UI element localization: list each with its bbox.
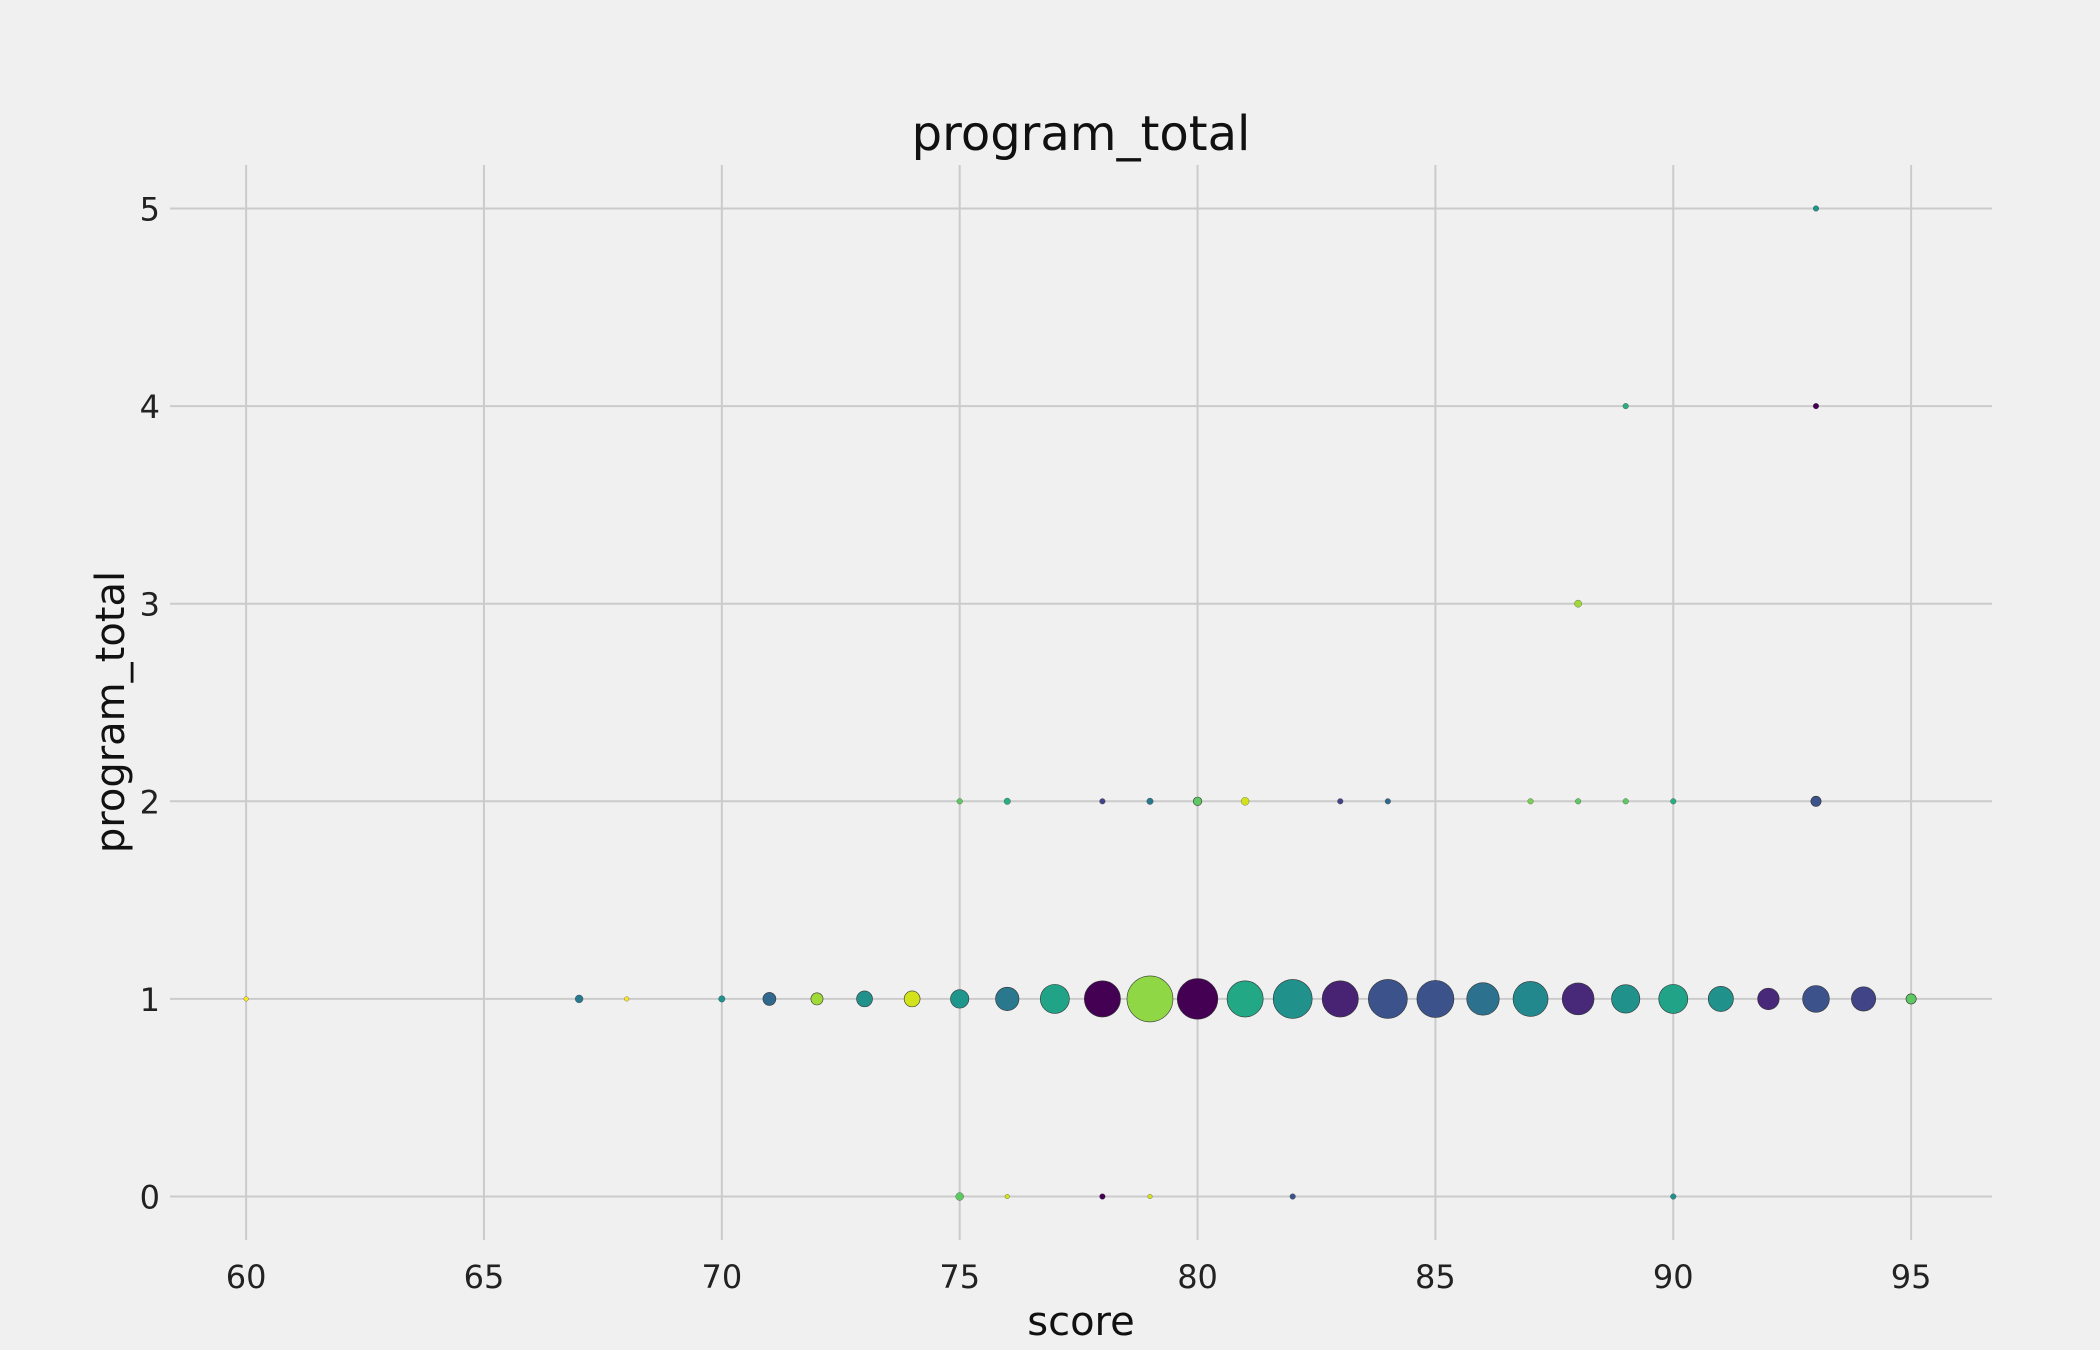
y-tick-label: 5 [140,190,160,228]
chart-title: program_total [912,106,1251,162]
data-points [243,205,1917,1201]
data-point [762,992,777,1006]
data-point [950,989,970,1009]
x-tick-label: 60 [226,1258,267,1296]
data-point [1368,979,1408,1019]
data-point [1670,1193,1677,1200]
data-point [1611,984,1641,1014]
data-point [1622,798,1629,805]
data-point [718,995,726,1003]
x-axis-label: score [1027,1299,1134,1345]
data-point [1004,1194,1010,1199]
data-point [1176,978,1219,1020]
data-point [903,990,921,1008]
data-point [624,996,630,1002]
x-tick-label: 65 [464,1258,505,1296]
data-point [1512,981,1549,1017]
data-point [955,1192,964,1201]
x-tick-label: 75 [939,1258,980,1296]
data-point [1337,798,1344,805]
data-point [1146,797,1154,805]
x-tick-label: 95 [1891,1258,1932,1296]
data-point [1289,1193,1296,1200]
data-point [1416,980,1455,1018]
data-point [1099,798,1106,805]
data-point [1126,975,1174,1023]
data-point [1272,979,1313,1019]
data-point [574,994,584,1004]
data-point [1003,797,1011,805]
data-point [1905,993,1917,1005]
data-point [1240,797,1250,806]
data-point [1466,982,1500,1016]
x-tick-label: 80 [1177,1258,1218,1296]
data-point [1561,982,1595,1016]
data-point [1147,1194,1153,1199]
data-point [1039,984,1070,1014]
grid [170,165,1992,1240]
data-point [243,996,249,1002]
data-point [810,992,824,1006]
data-point [1527,798,1534,805]
x-tick-label: 85 [1415,1258,1456,1296]
data-point [1851,986,1877,1012]
data-point [1099,1193,1106,1200]
data-point [995,986,1020,1011]
x-tick-labels: 60 65 70 75 80 85 90 95 [226,1258,1932,1296]
data-point [1226,980,1264,1018]
data-point [1658,984,1689,1014]
y-tick-label: 4 [140,388,160,426]
x-tick-label: 70 [701,1258,742,1296]
data-point [1575,798,1582,805]
data-point [1810,795,1822,807]
data-point [1813,403,1819,410]
y-tick-labels: 0 1 2 3 4 5 [140,190,160,1216]
data-point [1321,980,1359,1018]
data-point [1802,985,1830,1013]
y-tick-label: 2 [140,783,160,821]
data-point [856,990,873,1008]
data-point [956,798,963,805]
x-tick-label: 90 [1653,1258,1694,1296]
data-point [1813,205,1819,212]
y-axis-label: program_total [88,571,134,853]
y-tick-label: 1 [140,981,160,1019]
data-point [1384,798,1391,805]
data-point [1670,798,1677,805]
y-tick-label: 0 [140,1179,160,1217]
data-point [1707,986,1734,1012]
data-point [1574,599,1582,608]
data-point [1757,987,1780,1011]
data-point [1622,403,1629,410]
data-point [1192,796,1203,806]
data-point [1083,980,1121,1018]
y-tick-label: 3 [140,586,160,624]
